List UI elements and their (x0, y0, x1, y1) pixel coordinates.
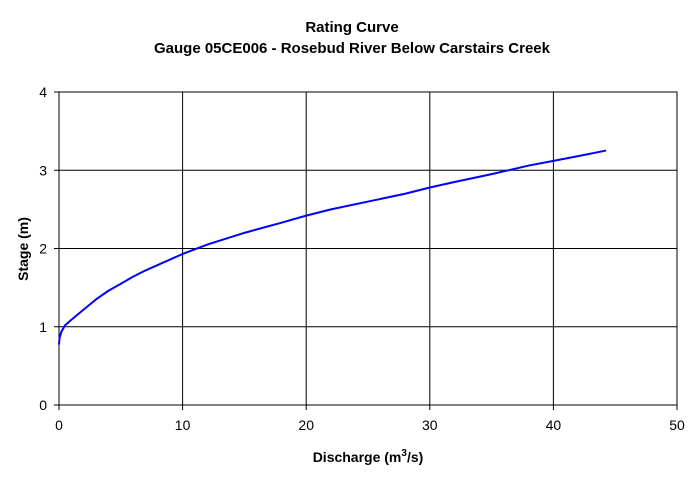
y-tick-label: 4 (39, 84, 47, 100)
chart-subtitle: Gauge 05CE006 - Rosebud River Below Cars… (154, 40, 551, 57)
x-tick-label: 20 (298, 417, 314, 433)
x-axis-label-main: Discharge (m (313, 449, 402, 465)
x-tick-label: 10 (175, 417, 191, 433)
y-tick-label: 3 (39, 162, 47, 178)
y-tick-label: 2 (39, 241, 47, 257)
x-axis-label: Discharge (m3/s) (313, 448, 424, 465)
x-tick-label: 30 (422, 417, 438, 433)
x-tick-label: 50 (669, 417, 685, 433)
series-layer (58, 149, 607, 345)
x-axis-label-suffix: /s) (407, 449, 423, 465)
x-axis-label-superscript: 3 (401, 448, 407, 459)
series-line (58, 149, 607, 345)
x-tick-label: 0 (55, 417, 63, 433)
y-tick-label: 0 (39, 397, 47, 413)
chart-title: Rating Curve (305, 19, 398, 36)
axis-ticks: 0 10 20 30 40 50 0 1 2 3 4 (39, 84, 685, 433)
y-tick-label: 1 (39, 319, 47, 335)
x-tick-label: 40 (546, 417, 562, 433)
gridlines (59, 92, 677, 405)
y-axis-label: Stage (m) (15, 217, 31, 281)
